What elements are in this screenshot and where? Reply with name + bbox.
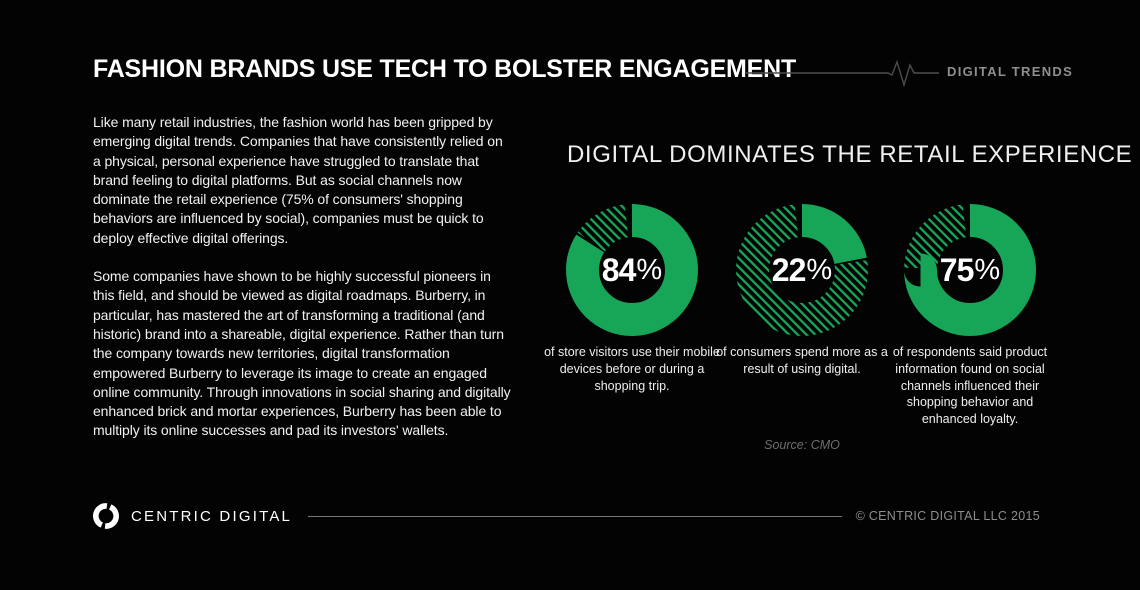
donut-value-unit: % [974,253,1001,286]
donut-ring-svg [736,204,868,336]
donut-chart-social-influence: 75% [904,204,1036,336]
donut-value-number: 84 [601,251,637,288]
digital-trends-tag: DIGITAL TRENDS [947,64,1074,79]
footer-brand-name: CENTRIC DIGITAL [131,507,293,525]
donut-chart-consumers-spend: 22% [736,204,868,336]
donut-chart-store-visitors: 84% [566,204,698,336]
donut-caption-1: of store visitors use their mobile devic… [544,345,720,393]
footer-divider-line [308,515,842,517]
footer-copyright: © CENTRIC DIGITAL LLC 2015 [855,509,1040,523]
footer: CENTRIC DIGITAL © CENTRIC DIGITAL LLC 20… [92,501,1040,531]
donut-value-label: 22% [736,204,868,336]
donut-ring-svg [904,204,1036,336]
donut-caption-2: of consumers spend more as a result of u… [716,345,888,376]
heartbeat-pulse-svg [746,59,939,88]
donut-value-unit: % [636,253,663,286]
article-paragraph-1: Like many retail industries, the fashion… [93,114,503,246]
article-body: Like many retail industries, the fashion… [93,113,513,441]
donut-value-label: 84% [566,204,698,336]
donut-ring-svg [566,204,698,336]
donut-value-number: 22 [771,251,807,288]
centric-digital-logo-icon [93,503,119,529]
heartbeat-pulse-icon [746,58,940,88]
chart-title: DIGITAL DOMINATES THE RETAIL EXPERIENCE [567,141,1133,168]
donut-value-label: 75% [904,204,1036,336]
donut-value-unit: % [806,253,833,286]
donut-caption-3: of respondents said product information … [892,345,1048,427]
article-paragraph-2: Some companies have shown to be highly s… [93,268,511,439]
donut-value-number: 75 [939,251,975,288]
page-title: FASHION BRANDS USE TECH TO BOLSTER ENGAG… [93,55,797,83]
chart-source: Source: CMO [764,438,840,452]
